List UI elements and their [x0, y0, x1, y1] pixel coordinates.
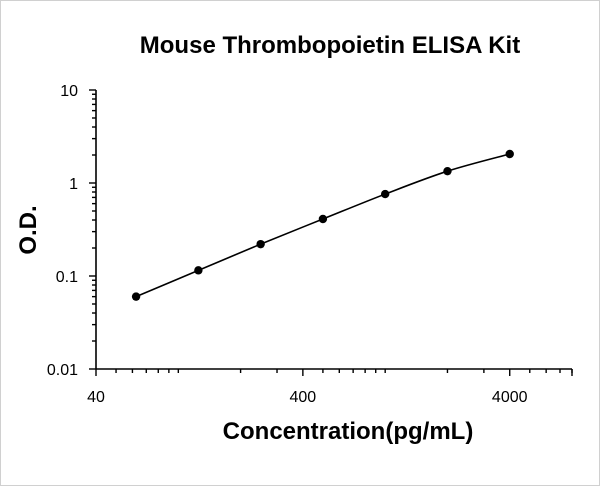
y-tick-label: 10 [60, 83, 78, 100]
x-axis-label: Concentration(pg/mL) [223, 418, 474, 445]
data-point [443, 166, 452, 176]
y-axis-label: O.D. [15, 205, 42, 254]
y-tick-label: 0.1 [56, 269, 78, 286]
y-tick-label: 1 [69, 176, 78, 193]
plot-area [131, 149, 514, 301]
data-point [505, 149, 514, 159]
x-tick-label: 40 [87, 389, 105, 406]
data-point [194, 266, 203, 275]
x-tick-label: 400 [290, 389, 317, 406]
y-tick-label: 0.01 [47, 362, 78, 379]
x-axis: 40 400 4000 [87, 368, 573, 406]
data-point [318, 214, 328, 224]
y-axis: 0.01 0.1 1 10 [47, 83, 97, 379]
x-tick-label: 4000 [492, 389, 528, 406]
data-point [256, 239, 265, 249]
data-point [131, 292, 141, 301]
chart-title: Mouse Thrombopoietin ELISA Kit [140, 32, 520, 59]
standard-curve-line [135, 153, 510, 298]
data-point [380, 189, 390, 199]
